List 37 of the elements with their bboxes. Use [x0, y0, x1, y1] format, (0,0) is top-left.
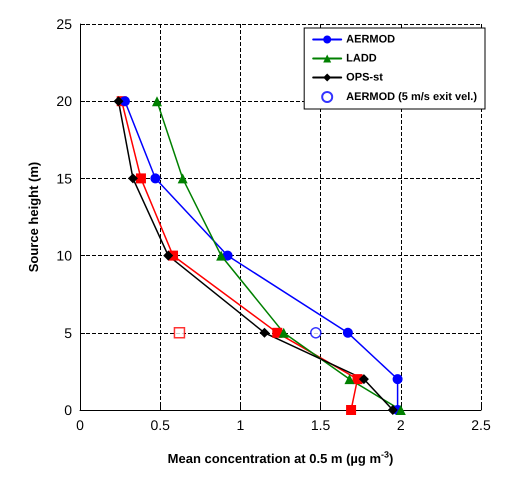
legend-label: OPS-st [346, 72, 384, 84]
y-axis-title: Source height (m) [26, 162, 41, 272]
y-tick-label: 0 [64, 402, 72, 418]
x-tick-label: 2.5 [471, 417, 491, 433]
point [358, 374, 369, 384]
point [152, 96, 162, 106]
point [259, 328, 270, 338]
point [222, 250, 233, 261]
point [216, 250, 226, 261]
legend-label: AERMOD (5 m/s exit vel.) [346, 91, 478, 103]
point [113, 96, 124, 106]
x-tick-label: 1 [236, 417, 244, 433]
point [396, 405, 406, 415]
legend-label: AERMOD [346, 34, 396, 46]
point [278, 328, 289, 338]
point [150, 173, 160, 184]
point [388, 405, 398, 415]
x-tick-label: 0.5 [150, 417, 170, 433]
point [136, 173, 146, 184]
y-tick-label: 15 [56, 170, 72, 186]
legend-label: LADD [346, 52, 377, 64]
x-tick-label: 1.5 [310, 417, 331, 433]
y-tick-label: 5 [64, 324, 72, 341]
point [163, 250, 174, 261]
x-tick-label: 2 [396, 417, 405, 433]
point [128, 173, 138, 184]
point [392, 374, 403, 384]
y-tick-label: 10 [56, 248, 72, 264]
y-tick-label: 20 [56, 93, 72, 110]
point [346, 405, 356, 415]
point [344, 374, 354, 384]
point [342, 328, 353, 338]
y-tick-label: 25 [56, 16, 72, 32]
point [178, 173, 188, 184]
point [174, 327, 186, 339]
x-tick-label: 0 [76, 417, 84, 433]
point [310, 327, 322, 339]
